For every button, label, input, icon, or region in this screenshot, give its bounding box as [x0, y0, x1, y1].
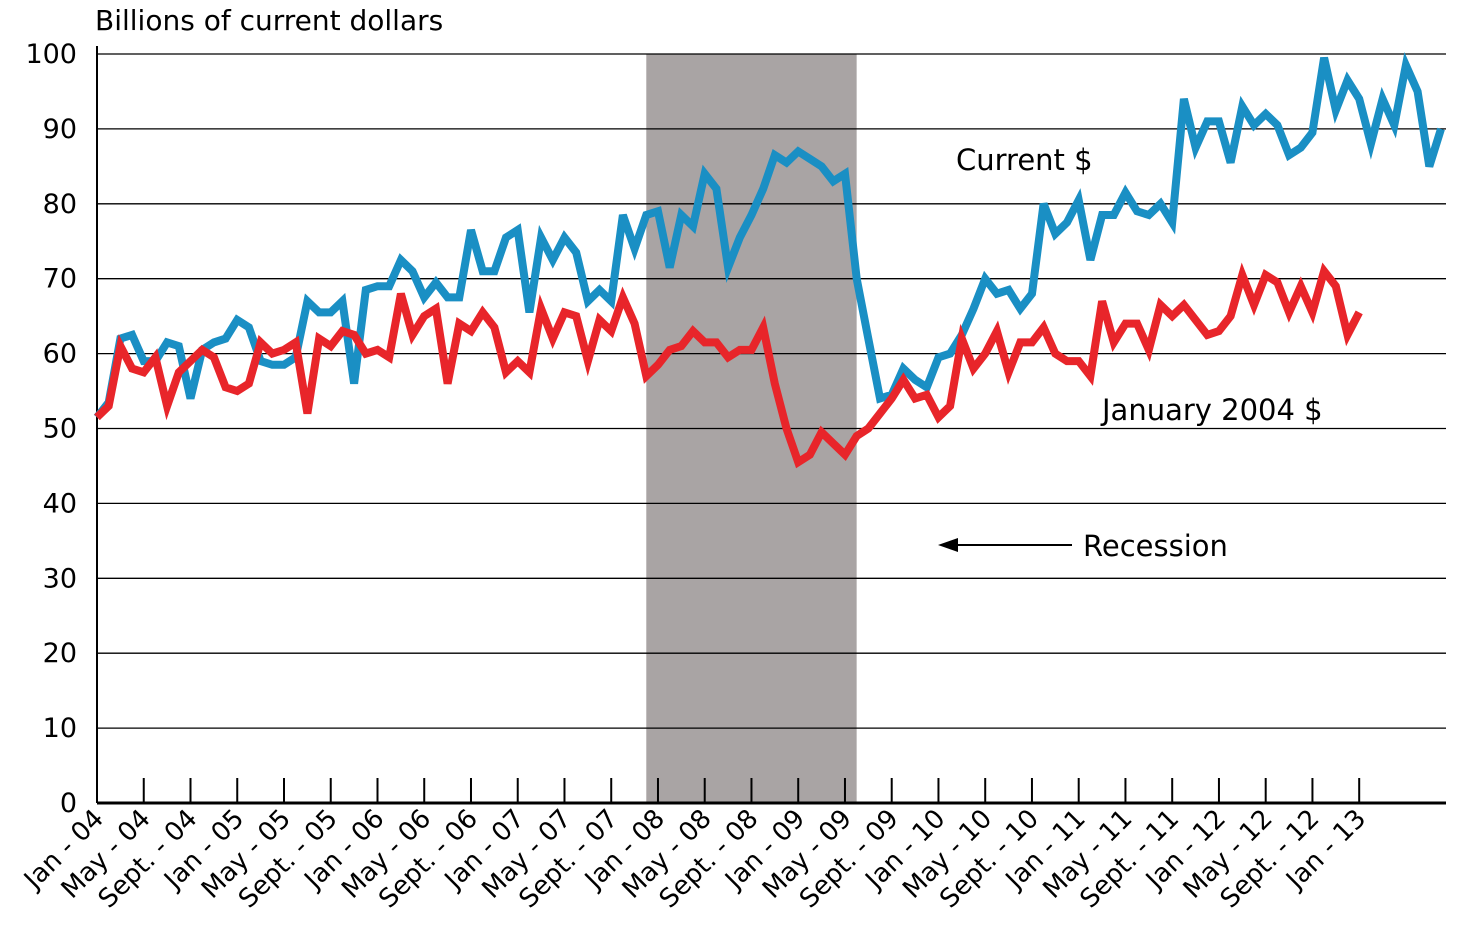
y-tick-label: 10	[43, 713, 77, 744]
recession-arrow-head	[938, 538, 958, 552]
current-dollars-label: Current $	[956, 143, 1093, 177]
y-axis-label: Billions of current dollars	[95, 4, 443, 37]
y-tick-label: 40	[43, 488, 77, 519]
y-tick-label: 80	[43, 189, 77, 220]
y-tick-label: 90	[43, 114, 77, 145]
y-tick-label: 50	[43, 414, 77, 445]
y-tick-label: 30	[43, 563, 77, 594]
axes	[96, 46, 1446, 805]
january-2004-dollars-line	[94, 262, 1363, 469]
y-tick-labels: 0 10 20 30 40 50 60 70 80 90 100	[25, 39, 77, 819]
series-lines	[93, 51, 1445, 469]
y-tick-label: 100	[25, 39, 77, 70]
january-2004-dollars-label: January 2004 $	[1100, 393, 1323, 427]
recession-arrow	[938, 538, 1072, 552]
y-tick-label: 60	[43, 339, 77, 370]
y-tick-label: 0	[60, 788, 77, 819]
recession-label: Recession	[1083, 529, 1228, 563]
y-tick-label: 20	[43, 638, 77, 669]
current-dollars-line	[93, 51, 1445, 420]
y-tick-label: 70	[43, 264, 77, 295]
